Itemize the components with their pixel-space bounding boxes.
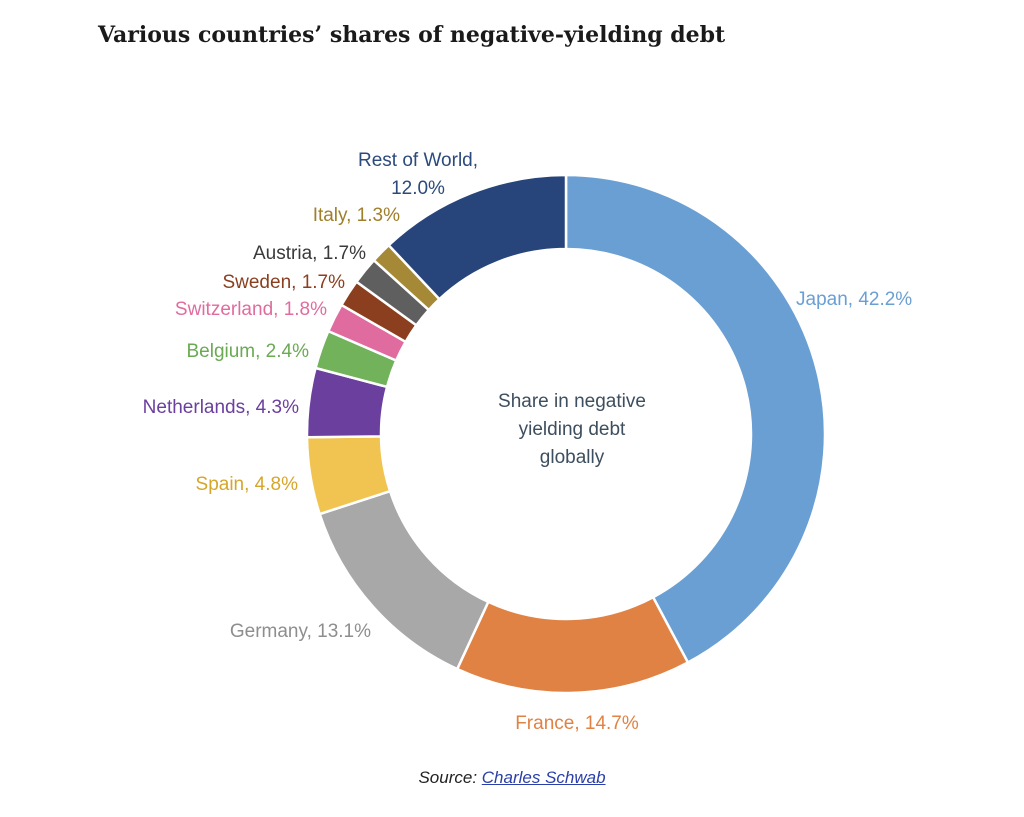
label-germany: Germany, 13.1%: [230, 621, 371, 642]
label-france: France, 14.7%: [515, 713, 639, 734]
slice-labels: Japan, 42.2% France, 14.7% Germany, 13.1% S…: [143, 150, 913, 734]
center-label-line: globally: [540, 447, 605, 468]
label-netherlands: Netherlands, 4.3%: [143, 397, 299, 418]
slice-rest-of-world: [386, 173, 568, 301]
label-spain: Spain, 4.8%: [196, 474, 299, 495]
donut-slices: [305, 173, 827, 695]
label-rest-of-world: Rest of World, 12.0%: [358, 150, 478, 199]
center-label-line: yielding debt: [519, 419, 626, 440]
slice-france: [455, 595, 690, 695]
chart-title: Various countries’ shares of negative-yi…: [98, 22, 726, 48]
source-prefix: Source:: [418, 768, 482, 787]
slice-germany: [318, 489, 490, 671]
label-belgium: Belgium, 2.4%: [186, 341, 309, 362]
label-japan: Japan, 42.2%: [796, 289, 912, 310]
label-italy: Italy, 1.3%: [313, 205, 400, 226]
label-sweden: Sweden, 1.7%: [222, 272, 345, 293]
label-austria: Austria, 1.7%: [253, 243, 366, 264]
center-label-line: Share in negative: [498, 391, 646, 412]
label-switzerland: Switzerland, 1.8%: [175, 299, 327, 320]
source-link[interactable]: Charles Schwab: [481, 768, 606, 787]
slice-japan: [564, 173, 827, 665]
center-label-group: Share in negative yielding debt globally: [498, 391, 646, 468]
source-line: Source: Charles Schwab: [0, 768, 1024, 788]
